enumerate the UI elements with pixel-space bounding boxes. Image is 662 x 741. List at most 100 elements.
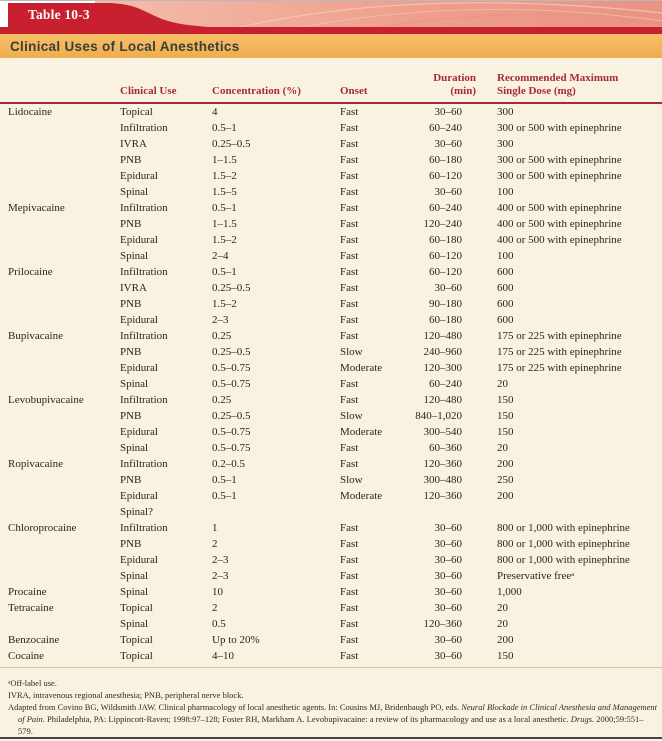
table-row: Ropivacaine Infiltration 0.2–0.5 Fast 120–36… [0, 456, 662, 472]
dose-header-line1: Recommended Maximum [497, 72, 619, 84]
duration-cell: 60–240 [429, 122, 462, 134]
duration-cell: 60–180 [429, 314, 462, 326]
concentration-cell: 0.5–0.75 [212, 426, 251, 438]
clinical-use-cell: Spinal [120, 442, 149, 454]
duration-cell: 60–240 [429, 378, 462, 390]
clinical-use-cell: IVRA [120, 138, 147, 150]
table-row: PNB 1.5–2 Fast 90–180 600 [0, 296, 662, 312]
agent-cell [0, 344, 120, 360]
agent-cell: Cocaine [8, 650, 45, 662]
duration-cell: 300–480 [423, 474, 463, 486]
concentration-cell: 2 [212, 602, 218, 614]
banner-decoration [0, 1, 662, 34]
citation-part2: Philadelphia, PA: Lippincott-Raven; 1998… [44, 714, 571, 724]
duration-cell: 30–60 [434, 522, 463, 534]
onset-cell: Fast [340, 138, 359, 150]
concentration-cell: 2–3 [212, 314, 229, 326]
duration-cell: 240–960 [423, 346, 463, 358]
concentration-cell: 0.25–0.5 [212, 346, 251, 358]
table-row: IVRA 0.25–0.5 Fast 30–60 300 [0, 136, 662, 152]
clinical-use-cell: PNB [120, 410, 142, 422]
duration-cell: 120–360 [423, 618, 463, 630]
onset-cell: Fast [340, 394, 359, 406]
max-dose-cell: 600 [497, 298, 514, 310]
concentration-cell: 4 [212, 106, 218, 118]
footnote-abbreviations: IVRA, intravenous regional anesthesia; P… [8, 690, 244, 700]
agent-cell [0, 552, 120, 568]
duration-cell: 120–360 [423, 458, 463, 470]
clinical-use-cell: Epidural [120, 234, 158, 246]
agent-cell: Ropivacaine [8, 458, 63, 470]
max-dose-cell: 200 [497, 458, 514, 470]
table-row: Epidural 2–3 Fast 60–180 600 [0, 312, 662, 328]
concentration-cell: 2–4 [212, 250, 229, 262]
max-dose-cell: 175 or 225 with epinephrine [497, 330, 622, 342]
clinical-use-cell: Topical [120, 602, 153, 614]
max-dose-cell: 250 [497, 474, 514, 486]
concentration-cell: 1.5–2 [212, 298, 237, 310]
agent-cell [0, 248, 120, 264]
table-row: Spinal? [0, 504, 662, 520]
onset-cell: Fast [340, 618, 359, 630]
duration-cell: 840–1,020 [415, 410, 462, 422]
max-dose-cell: 150 [497, 426, 514, 438]
table-row: Cocaine Topical 4–10 Fast 30–60 150 [0, 648, 662, 664]
duration-cell: 120–480 [423, 330, 463, 342]
onset-column-header: Onset [340, 58, 404, 104]
agent-cell [0, 504, 120, 520]
anesthetics-table: Clinical Use Concentration (%) Onset Dur… [0, 58, 662, 664]
onset-cell: Fast [340, 266, 359, 278]
onset-cell: Fast [340, 314, 359, 326]
clinical-use-cell: Infiltration [120, 266, 168, 278]
concentration-cell: 0.5–0.75 [212, 442, 251, 454]
duration-column-header: Duration (min) [404, 58, 476, 104]
onset-cell: Fast [340, 442, 359, 454]
table-row: Prilocaine Infiltration 0.5–1 Fast 60–120 600 [0, 264, 662, 280]
duration-cell: 60–120 [429, 250, 462, 262]
agent-cell: Prilocaine [8, 266, 53, 278]
max-dose-column-header: Recommended Maximum Single Dose (mg) [470, 58, 662, 104]
max-dose-cell: 600 [497, 282, 514, 294]
max-dose-cell: 800 or 1,000 with epinephrine [497, 554, 630, 566]
agent-cell: Benzocaine [8, 634, 60, 646]
table-row: Mepivacaine Infiltration 0.5–1 Fast 60–240 40… [0, 200, 662, 216]
concentration-cell: Up to 20% [212, 634, 260, 646]
agent-cell [0, 152, 120, 168]
dose-header-line2: Single Dose (mg) [497, 85, 576, 97]
clinical-use-cell: Epidural [120, 362, 158, 374]
table-row: Epidural 0.5–1 Moderate 120–360 200 [0, 488, 662, 504]
concentration-cell: 1.5–2 [212, 234, 237, 246]
agent-cell [0, 568, 120, 584]
concentration-column-header: Concentration (%) [212, 58, 340, 104]
clinical-use-cell: PNB [120, 298, 142, 310]
footnote-citation: Adapted from Covino BG, Wildsmith JAW. C… [8, 701, 658, 737]
clinical-use-cell: Topical [120, 106, 153, 118]
max-dose-cell: 300 or 500 with epinephrine [497, 154, 622, 166]
max-dose-cell: 150 [497, 650, 514, 662]
max-dose-cell [470, 504, 662, 520]
max-dose-cell: 20 [497, 618, 508, 630]
agent-cell [0, 440, 120, 456]
onset-cell: Slow [340, 474, 363, 486]
table-row: PNB 2 Fast 30–60 800 or 1,000 with epinephri… [0, 536, 662, 552]
clinical-use-cell: Epidural [120, 490, 158, 502]
max-dose-cell: 300 or 500 with epinephrine [497, 170, 622, 182]
clinical-use-cell: Spinal [120, 570, 149, 582]
agent-cell [0, 488, 120, 504]
agent-cell: Bupivacaine [8, 330, 63, 342]
onset-cell: Fast [340, 170, 359, 182]
table-row: IVRA 0.25–0.5 Fast 30–60 600 [0, 280, 662, 296]
clinical-use-cell: PNB [120, 474, 142, 486]
clinical-use-cell: Epidural [120, 314, 158, 326]
concentration-cell: 0.5–1 [212, 490, 237, 502]
duration-cell: 120–360 [423, 490, 463, 502]
table-number-label: Table 10-3 [28, 7, 90, 22]
onset-cell: Moderate [340, 362, 383, 374]
table-row: PNB 0.5–1 Slow 300–480 250 [0, 472, 662, 488]
onset-cell: Fast [340, 634, 359, 646]
max-dose-cell: 400 or 500 with epinephrine [497, 202, 622, 214]
table-row: Levobupivacaine Infiltration 0.25 Fast 120–4… [0, 392, 662, 408]
max-dose-cell: 175 or 225 with epinephrine [497, 362, 622, 374]
table-row: PNB 0.25–0.5 Slow 240–960 175 or 225 with ep… [0, 344, 662, 360]
agent-cell [0, 120, 120, 136]
